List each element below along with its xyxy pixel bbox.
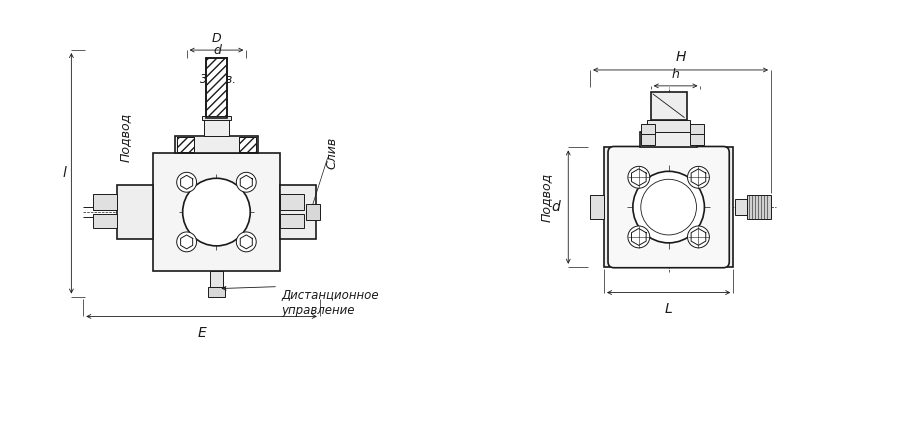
Circle shape [688,226,709,248]
Bar [647,120,690,131]
Bar [94,214,117,228]
Bar [690,133,705,145]
Bar [202,116,231,120]
Bar [239,136,256,152]
Bar [651,92,687,120]
Bar [210,271,223,287]
Bar [747,195,771,219]
Text: Дистанционное
управление: Дистанционное управление [281,289,379,316]
Bar [239,136,256,152]
Bar [280,185,316,239]
Bar [153,153,280,271]
Text: D: D [212,32,221,45]
Text: d: d [552,200,561,214]
Text: Подвод: Подвод [540,173,553,222]
Bar [176,136,194,152]
Circle shape [176,232,196,252]
Text: Подвод: Подвод [119,113,131,162]
Text: l: l [62,166,67,180]
Text: d: d [213,44,221,57]
Text: E: E [197,326,206,340]
Circle shape [237,173,256,192]
Text: Слив: Слив [326,136,338,169]
Text: L: L [665,302,672,316]
Bar [641,124,654,134]
Bar [604,148,734,267]
Circle shape [237,232,256,252]
Circle shape [176,173,196,192]
Bar [280,214,304,228]
Text: H: H [675,50,686,64]
Bar [735,199,747,215]
Bar [176,136,194,152]
Circle shape [628,226,650,248]
Bar [690,124,705,134]
Bar [205,58,228,118]
Bar [280,194,304,210]
Bar [590,195,604,219]
Text: h: h [671,68,680,81]
Bar [94,194,117,210]
Bar [640,131,698,148]
Circle shape [183,178,250,246]
Circle shape [641,179,697,235]
Bar [117,185,153,239]
Bar [208,287,225,296]
Circle shape [688,166,709,188]
Text: 3 отв.: 3 отв. [201,73,237,86]
Circle shape [633,171,705,243]
Bar [205,58,228,118]
Bar [203,118,230,135]
Circle shape [628,166,650,188]
Bar [306,204,319,220]
FancyBboxPatch shape [608,147,729,268]
Bar [175,135,258,153]
Bar [641,133,654,145]
